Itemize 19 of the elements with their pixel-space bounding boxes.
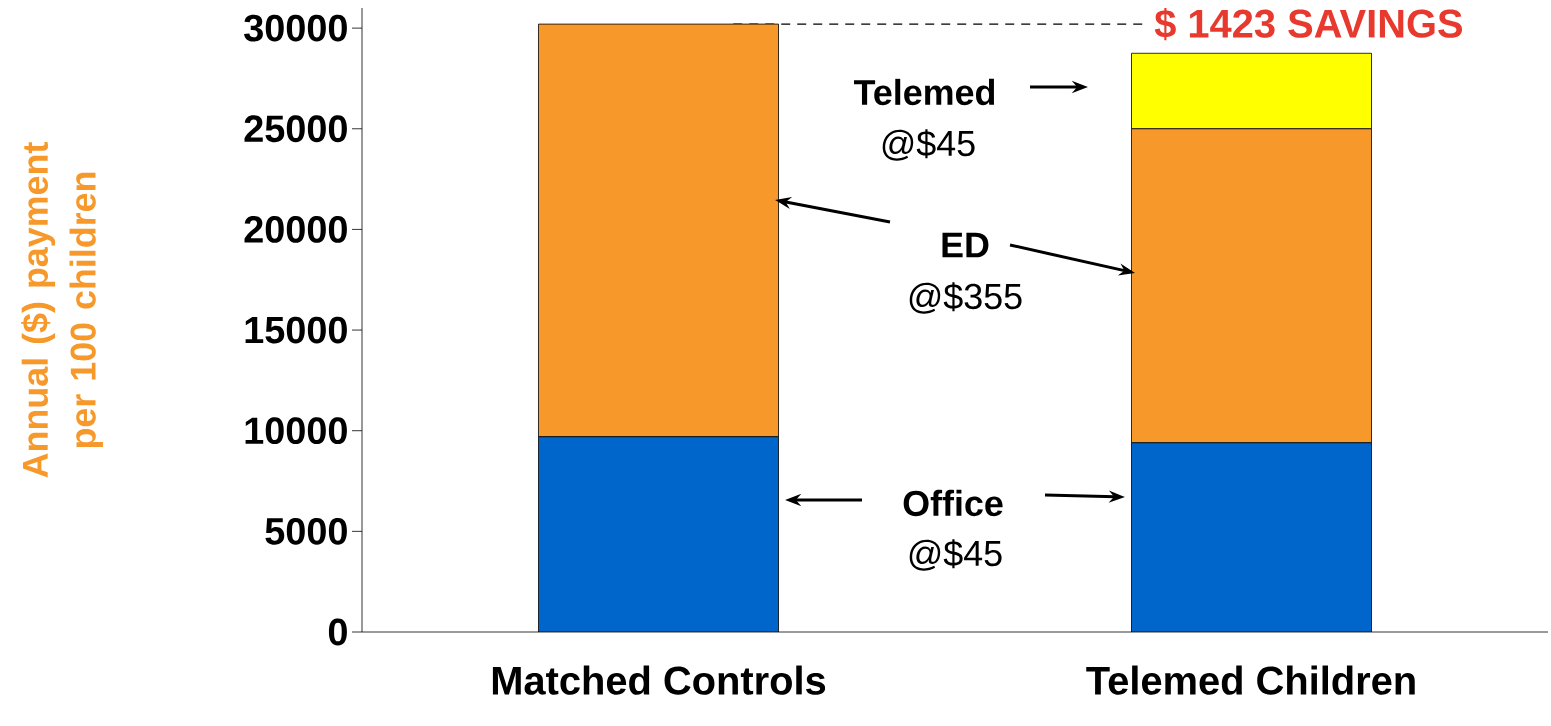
bar <box>1131 442 1372 632</box>
x-tick-label: Matched Controls <box>492 665 826 695</box>
annotation: @$45 <box>882 129 975 161</box>
annotation: Telemed <box>853 78 995 106</box>
y-axis-title: Annual ($) payment per 100 children <box>21 142 103 478</box>
y-tick-label: 30000 <box>244 14 347 42</box>
annotation: @$355 <box>909 282 1022 314</box>
annotation: Office <box>903 489 1003 517</box>
y-tick-label: 5000 <box>265 517 347 545</box>
y-tick-label: 20000 <box>244 216 347 243</box>
ref-line-label: $ 1423 SAVINGS <box>1154 7 1463 41</box>
y-tick-label: 0 <box>328 618 347 646</box>
x-tick-label: Telemed Children <box>1086 665 1415 695</box>
y-tick-label: 15000 <box>245 316 347 344</box>
y-tick-label: 10000 <box>245 417 347 445</box>
bar <box>538 436 779 632</box>
annotation: ED <box>942 232 989 258</box>
annotation: @$45 <box>909 539 1002 571</box>
y-tick-label: 25000 <box>244 115 347 143</box>
